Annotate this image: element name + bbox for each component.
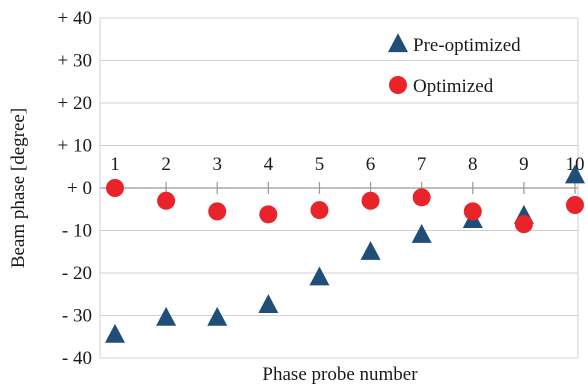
zero-axis xyxy=(100,182,578,194)
data-point-circle xyxy=(106,179,124,197)
y-tick-label: - 30 xyxy=(62,306,92,327)
data-point-triangle xyxy=(156,306,177,326)
x-axis-title: Phase probe number xyxy=(262,364,418,385)
legend-label-optimized: Optimized xyxy=(413,76,494,97)
legend-marker-circle xyxy=(389,76,407,94)
y-tick-label: + 20 xyxy=(58,93,92,114)
x-axis-tick-labels: 12345678910 xyxy=(110,154,584,175)
x-tick-label: 2 xyxy=(161,154,171,175)
data-point-circle xyxy=(310,201,329,220)
data-point-circle xyxy=(157,191,176,210)
legend-marker-triangle xyxy=(388,33,408,53)
legend: Pre-optimized Optimized xyxy=(388,33,521,97)
y-tick-label: - 40 xyxy=(62,348,92,369)
x-tick-label: 3 xyxy=(212,154,222,175)
data-point-triangle xyxy=(565,164,585,184)
data-point-triangle xyxy=(105,323,125,343)
legend-label-pre-optimized: Pre-optimized xyxy=(413,35,521,56)
x-tick-label: 7 xyxy=(417,154,427,175)
y-axis-title: Beam phase [degree] xyxy=(8,108,29,268)
data-point-circle xyxy=(259,205,278,224)
legend-item-optimized: Optimized xyxy=(389,76,494,97)
y-tick-label: - 20 xyxy=(62,263,92,284)
data-point-circle xyxy=(361,191,380,210)
data-point-circle xyxy=(463,202,482,221)
x-tick-label: 6 xyxy=(366,154,376,175)
series-pre-optimized xyxy=(105,164,585,343)
y-axis-tick-labels: + 40 + 30 + 20 + 10 + 0 - 10 - 20 - 30 - 40 xyxy=(58,8,92,369)
x-tick-label: 5 xyxy=(315,154,325,175)
y-tick-label: + 30 xyxy=(58,51,92,72)
y-tick-label: - 10 xyxy=(62,221,92,242)
y-tick-label: + 0 xyxy=(67,178,92,199)
data-point-triangle xyxy=(258,294,279,313)
y-tick-label: + 10 xyxy=(58,136,92,157)
data-point-circle xyxy=(566,196,584,214)
data-point-triangle xyxy=(309,266,330,286)
x-tick-label: 4 xyxy=(264,154,274,175)
series-layer xyxy=(105,164,585,343)
data-point-triangle xyxy=(411,223,432,243)
data-point-circle xyxy=(514,215,533,234)
data-point-triangle xyxy=(360,240,381,260)
x-tick-label: 8 xyxy=(468,154,478,175)
data-point-circle xyxy=(412,188,431,207)
legend-item-pre-optimized: Pre-optimized xyxy=(388,33,521,56)
x-tick-label: 9 xyxy=(519,154,529,175)
data-point-triangle xyxy=(207,306,228,326)
series-optimized xyxy=(106,179,584,234)
x-tick-label: 1 xyxy=(110,154,120,175)
data-point-circle xyxy=(208,202,227,221)
y-tick-label: + 40 xyxy=(58,8,92,29)
